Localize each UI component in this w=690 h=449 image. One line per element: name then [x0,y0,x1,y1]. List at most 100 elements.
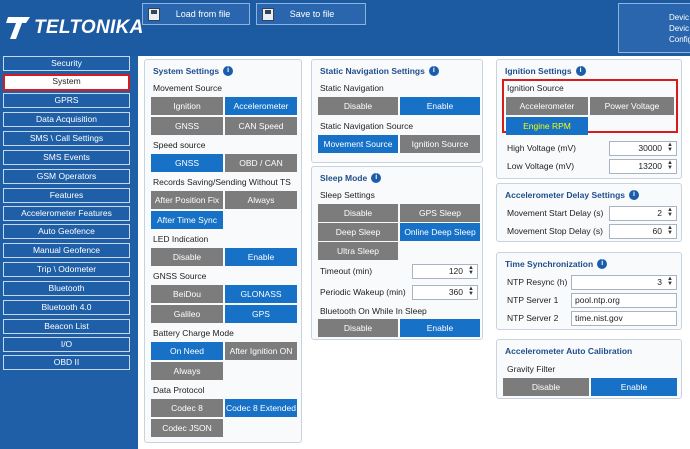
battery-on-need-button[interactable]: On Need [151,342,223,360]
sidebar-item-sms-events[interactable]: SMS Events [3,150,130,165]
info-icon[interactable]: i [428,66,439,76]
gravity-filter-enable-button[interactable]: Enable [591,378,677,396]
wakeup-stepper-icon[interactable]: ▲ ▼ [468,286,474,297]
data-protocol-label: Data Protocol [153,385,205,395]
periodic-wakeup-label: Periodic Wakeup (min) [320,287,406,297]
sidebar-item-auto-geofence[interactable]: Auto Geofence [3,224,130,239]
sidebar-item-obd-ii[interactable]: OBD II [3,355,130,370]
sidebar-item-system[interactable]: System [3,74,130,91]
accel-delay-title-text: Accelerometer Delay Settings [505,190,625,200]
bt-sleep-enable-button[interactable]: Enable [400,319,480,337]
ntp-server-1-label: NTP Server 1 [507,295,559,305]
timeout-input[interactable]: 120 ▲ ▼ [412,264,478,279]
records-always-button[interactable]: Always [225,191,297,209]
protocol-codec-8-button[interactable]: Codec 8 [151,399,223,417]
movement-can-speed-button[interactable]: CAN Speed [225,117,297,135]
static-nav-enable-button[interactable]: Enable [400,97,480,115]
records-after-time-sync-button[interactable]: After Time Sync [151,211,223,229]
info-icon[interactable]: i [575,66,586,76]
movement-ignition-button[interactable]: Ignition [151,97,223,115]
battery-always-button[interactable]: Always [151,362,223,380]
sidebar-item-gprs[interactable]: GPRS [3,93,130,108]
sidebar-item-security[interactable]: Security [3,56,130,71]
records-after-position-fix-button[interactable]: After Position Fix [151,191,223,209]
static-nav-panel: Static Navigation Settings i Static Navi… [311,59,483,163]
sidebar: Security System GPRS Data Acquisition SM… [0,56,135,449]
protocol-codec-json-button[interactable]: Codec JSON [151,419,223,437]
gnss-glonass-button[interactable]: GLONASS [225,285,297,303]
ntp-resync-input[interactable]: 3 ▲ ▼ [571,275,677,290]
static-nav-movement-source-button[interactable]: Movement Source [318,135,398,153]
low-voltage-stepper-icon[interactable]: ▲ ▼ [667,160,673,171]
device-info-line-2: Devic [669,24,690,33]
timeout-value: 120 [448,266,463,276]
static-nav-disable-button[interactable]: Disable [318,97,398,115]
system-settings-title: System Settings i [153,66,234,76]
periodic-wakeup-input[interactable]: 360 ▲ ▼ [412,285,478,300]
info-icon[interactable]: i [629,190,639,200]
info-icon[interactable]: i [223,66,234,76]
movement-accelerometer-button[interactable]: Accelerometer [225,97,297,115]
static-nav-ignition-source-button[interactable]: Ignition Source [400,135,480,153]
sleep-deep-sleep-button[interactable]: Deep Sleep [318,223,398,241]
gravity-filter-disable-button[interactable]: Disable [503,378,589,396]
sidebar-item-sms-call-settings[interactable]: SMS \ Call Settings [3,131,130,146]
load-file-icon [148,8,160,21]
ntp-server-2-input[interactable]: time.nist.gov [571,311,677,326]
gnss-galileo-button[interactable]: Galileo [151,305,223,323]
ntp-resync-stepper-icon[interactable]: ▲ ▼ [667,276,673,287]
system-settings-title-text: System Settings [153,66,220,76]
high-voltage-value: 30000 [638,143,662,153]
info-icon[interactable]: i [371,173,382,183]
movement-gnss-button[interactable]: GNSS [151,117,223,135]
sidebar-item-gsm-operators[interactable]: GSM Operators [3,169,130,184]
speed-obd-can-button[interactable]: OBD / CAN [225,154,297,172]
sleep-online-deep-sleep-button[interactable]: Online Deep Sleep [400,223,480,241]
protocol-codec-8-extended-button[interactable]: Codec 8 Extended [225,399,297,417]
sidebar-item-io[interactable]: I/O [3,337,130,352]
time-sync-title-text: Time Synchronization [505,259,594,269]
save-to-file-button[interactable]: Save to file [256,3,366,25]
high-voltage-label: High Voltage (mV) [507,143,576,153]
bt-sleep-disable-button[interactable]: Disable [318,319,398,337]
gnss-beidou-button[interactable]: BeiDou [151,285,223,303]
sidebar-item-bluetooth-4[interactable]: Bluetooth 4.0 [3,300,130,315]
led-enable-button[interactable]: Enable [225,248,297,266]
load-from-file-button[interactable]: Load from file [142,3,250,25]
speed-gnss-button[interactable]: GNSS [151,154,223,172]
movement-start-delay-input[interactable]: 2 ▲ ▼ [609,206,677,221]
led-disable-button[interactable]: Disable [151,248,223,266]
sidebar-item-data-acquisition[interactable]: Data Acquisition [3,112,130,127]
info-icon[interactable]: i [597,259,608,269]
low-voltage-value: 13200 [638,161,662,171]
ignition-accelerometer-button[interactable]: Accelerometer [506,97,588,115]
battery-after-ignition-on-button[interactable]: After Ignition ON [225,342,297,360]
timeout-stepper-icon[interactable]: ▲ ▼ [468,265,474,276]
ntp-server-1-input[interactable]: pool.ntp.org [571,293,677,308]
static-navigation-label: Static Navigation [320,83,384,93]
gnss-gps-button[interactable]: GPS [225,305,297,323]
battery-charge-label: Battery Charge Mode [153,328,234,338]
start-delay-stepper-icon[interactable]: ▲ ▼ [667,207,673,218]
movement-stop-delay-label: Movement Stop Delay (s) [507,226,603,236]
movement-stop-delay-input[interactable]: 60 ▲ ▼ [609,224,677,239]
ignition-power-voltage-button[interactable]: Power Voltage [590,97,674,115]
sidebar-item-trip-odometer[interactable]: Trip \ Odometer [3,262,130,277]
sleep-ultra-sleep-button[interactable]: Ultra Sleep [318,242,398,260]
time-sync-panel: Time Synchronization i NTP Resync (h) 3 … [496,252,682,330]
sleep-mode-panel: Sleep Mode i Sleep Settings Disable GPS … [311,166,483,340]
sidebar-item-bluetooth[interactable]: Bluetooth [3,281,130,296]
sidebar-item-accelerometer-features[interactable]: Accelerometer Features [3,206,130,221]
high-voltage-stepper-icon[interactable]: ▲ ▼ [667,142,673,153]
low-voltage-input[interactable]: 13200 ▲ ▼ [609,159,677,174]
ignition-engine-rpm-button[interactable]: Engine RPM [506,117,588,135]
sidebar-item-features[interactable]: Features [3,188,130,203]
high-voltage-input[interactable]: 30000 ▲ ▼ [609,141,677,156]
main-content: System Settings i Movement Source Igniti… [138,56,690,449]
sleep-gps-sleep-button[interactable]: GPS Sleep [400,204,480,222]
stop-delay-stepper-icon[interactable]: ▲ ▼ [667,225,673,236]
sidebar-item-manual-geofence[interactable]: Manual Geofence [3,243,130,258]
sleep-disable-button[interactable]: Disable [318,204,398,222]
sidebar-item-beacon-list[interactable]: Beacon List [3,319,130,334]
sleep-mode-title-text: Sleep Mode [320,173,368,183]
